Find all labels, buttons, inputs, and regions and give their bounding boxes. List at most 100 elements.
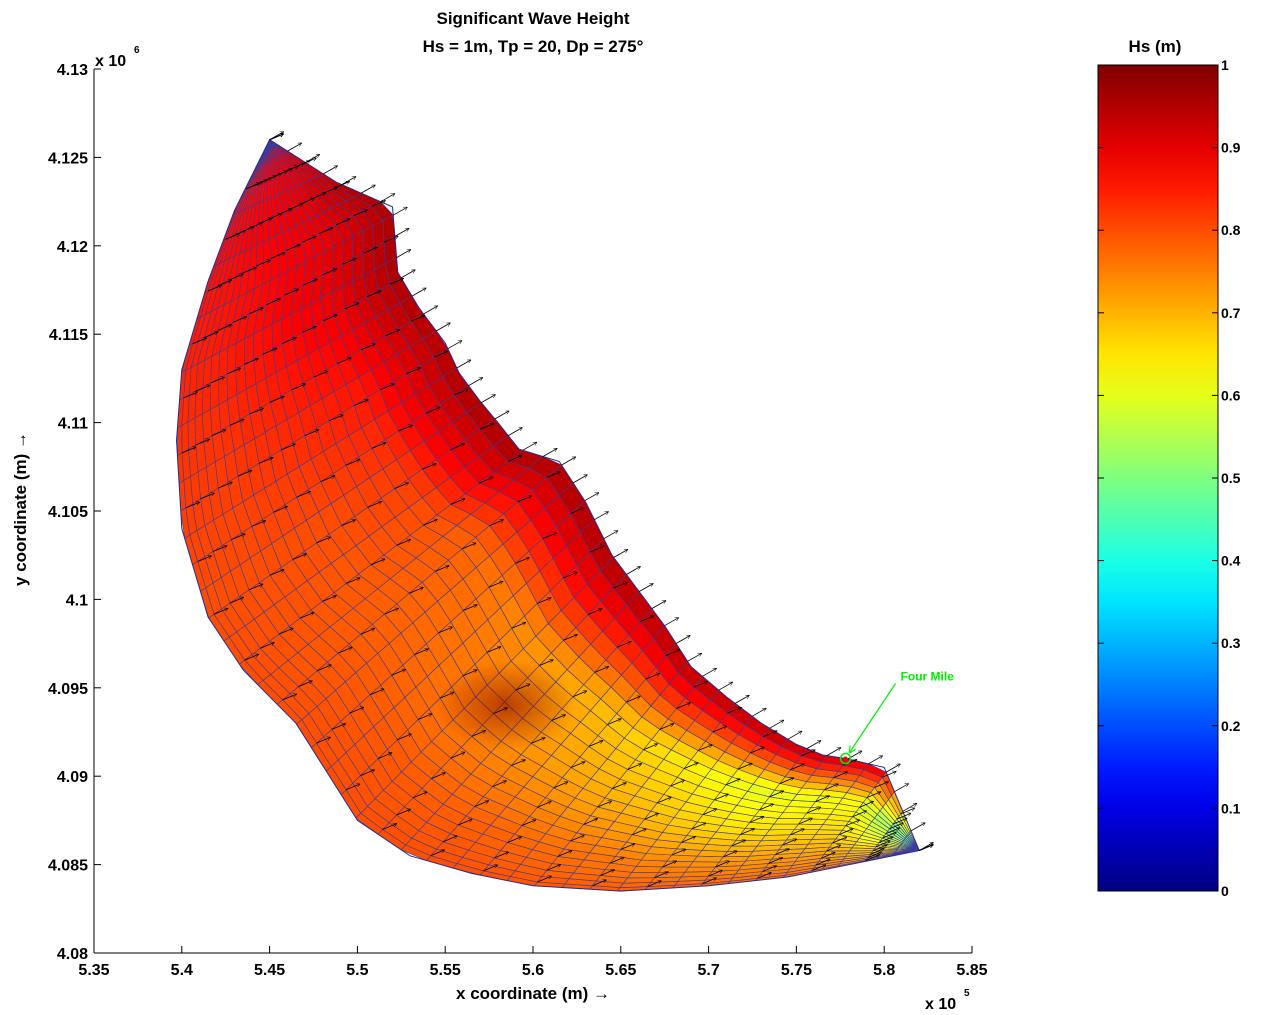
wave-direction-arrow bbox=[393, 207, 407, 216]
mesh-cell bbox=[210, 351, 220, 384]
wave-direction-arrow bbox=[269, 132, 284, 141]
wave-direction-arrow bbox=[204, 332, 218, 339]
colorbar-tick-label: 0.4 bbox=[1221, 553, 1241, 569]
wave-direction-arrow bbox=[384, 236, 398, 243]
wave-direction-arrow bbox=[338, 647, 352, 654]
mesh-cell bbox=[626, 871, 660, 879]
wave-direction-arrow bbox=[910, 823, 925, 832]
wave-direction-arrow bbox=[318, 228, 333, 234]
wave-direction-arrow bbox=[298, 681, 313, 687]
mesh-cell bbox=[764, 829, 796, 836]
wave-direction-arrow bbox=[474, 801, 489, 807]
wave-direction-arrow bbox=[731, 840, 746, 847]
wave-direction-arrow bbox=[546, 472, 561, 478]
wave-direction-arrow bbox=[654, 872, 668, 879]
mesh-cell bbox=[811, 834, 840, 840]
wave-direction-arrow bbox=[620, 844, 635, 850]
colorbar-tick-label: 0.2 bbox=[1221, 718, 1241, 734]
wave-direction-arrow bbox=[361, 344, 375, 351]
wave-direction-arrow bbox=[870, 849, 884, 855]
wave-direction-arrow bbox=[284, 289, 299, 296]
wave-direction-arrow bbox=[798, 818, 813, 825]
wave-direction-arrow bbox=[345, 784, 360, 791]
wave-direction-arrow bbox=[806, 807, 821, 814]
wave-direction-arrow bbox=[826, 845, 841, 852]
wave-direction-arrow bbox=[213, 608, 228, 615]
mesh-cell bbox=[662, 860, 694, 868]
wave-direction-arrow bbox=[570, 508, 585, 514]
wave-direction-arrow bbox=[237, 470, 252, 477]
wave-direction-arrow bbox=[461, 543, 476, 550]
wave-direction-arrow bbox=[573, 475, 587, 484]
colorbar-tick-label: 0.5 bbox=[1221, 470, 1241, 486]
wave-direction-arrow bbox=[821, 852, 835, 859]
wave-direction-arrow bbox=[197, 556, 212, 562]
wave-direction-arrow bbox=[279, 628, 293, 635]
mesh-cell bbox=[622, 877, 656, 884]
wave-direction-arrow bbox=[838, 829, 853, 835]
wave-direction-arrow bbox=[763, 731, 777, 737]
wave-direction-arrow bbox=[423, 306, 438, 315]
y-tick-label: 4.11 bbox=[58, 416, 88, 433]
mesh-cell bbox=[181, 421, 189, 454]
wave-direction-arrow bbox=[592, 880, 607, 887]
wave-direction-arrow bbox=[270, 253, 285, 259]
wave-direction-arrow bbox=[657, 797, 671, 804]
wave-direction-arrow bbox=[659, 724, 674, 730]
wave-direction-arrow bbox=[311, 193, 326, 200]
wave-direction-arrow bbox=[391, 669, 406, 676]
wave-direction-arrow bbox=[511, 623, 526, 629]
wave-direction-arrow bbox=[181, 447, 196, 454]
wave-direction-arrow bbox=[447, 341, 462, 350]
wave-direction-arrow bbox=[687, 653, 702, 662]
wave-direction-arrow bbox=[458, 819, 472, 826]
wave-direction-arrow bbox=[239, 227, 254, 233]
wave-direction-arrow bbox=[737, 763, 752, 770]
wave-direction-arrow bbox=[385, 330, 400, 337]
wave-direction-arrow bbox=[718, 682, 733, 691]
wave-direction-arrow bbox=[539, 660, 554, 666]
mesh-cell bbox=[773, 818, 804, 825]
mesh-cell bbox=[768, 823, 800, 831]
wave-direction-arrow bbox=[790, 764, 805, 771]
wave-direction-arrow bbox=[382, 824, 397, 830]
wave-direction-arrow bbox=[278, 209, 292, 215]
wave-direction-arrow bbox=[712, 726, 727, 733]
wave-direction-arrow bbox=[833, 772, 848, 779]
wave-direction-arrow bbox=[594, 667, 609, 673]
mesh-cell bbox=[256, 221, 264, 246]
wave-direction-arrow bbox=[824, 784, 839, 791]
wave-direction-arrow bbox=[273, 506, 288, 513]
wave-direction-arrow bbox=[380, 384, 394, 391]
wave-direction-arrow bbox=[251, 521, 266, 527]
wave-direction-arrow bbox=[882, 772, 896, 778]
wave-direction-arrow bbox=[757, 873, 771, 879]
wave-direction-arrow bbox=[192, 338, 207, 345]
wave-direction-arrow bbox=[367, 502, 382, 508]
wave-direction-arrow bbox=[440, 692, 454, 699]
wave-direction-arrow bbox=[845, 820, 860, 827]
wave-direction-arrow bbox=[450, 752, 465, 759]
wave-direction-arrow bbox=[414, 649, 429, 655]
mesh-cell bbox=[177, 424, 183, 457]
wave-direction-arrow bbox=[397, 734, 411, 741]
wave-direction-arrow bbox=[195, 385, 210, 392]
wave-direction-arrow bbox=[626, 696, 640, 703]
wave-direction-arrow bbox=[645, 673, 660, 680]
wave-direction-arrow bbox=[626, 567, 640, 575]
mesh-cell bbox=[218, 347, 229, 380]
wave-direction-arrow bbox=[244, 654, 259, 661]
wave-direction-arrow bbox=[361, 185, 375, 194]
wave-direction-arrow bbox=[902, 803, 917, 812]
focus-area bbox=[436, 660, 577, 751]
wave-direction-arrow bbox=[842, 760, 857, 766]
wave-direction-arrow bbox=[664, 618, 679, 627]
y-exponent-power: 6 bbox=[134, 45, 140, 56]
mesh-cell bbox=[210, 378, 220, 410]
y-tick-label: 4.095 bbox=[48, 681, 88, 698]
wave-direction-arrow bbox=[371, 201, 386, 207]
wave-direction-arrow bbox=[882, 832, 897, 839]
wave-direction-arrow bbox=[570, 762, 585, 768]
wave-direction-arrow bbox=[782, 839, 797, 846]
